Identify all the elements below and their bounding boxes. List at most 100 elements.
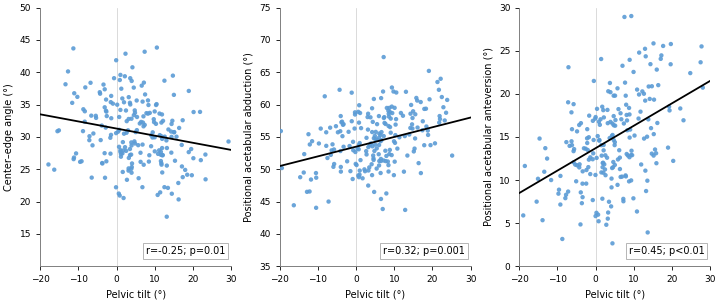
Point	[354, 172, 365, 177]
Point	[408, 109, 419, 114]
Point	[384, 105, 395, 110]
Point	[372, 138, 383, 143]
Point	[68, 46, 79, 51]
Point	[407, 116, 418, 120]
Point	[332, 130, 343, 135]
Point	[361, 135, 372, 140]
Point	[574, 162, 585, 167]
Point	[122, 128, 134, 133]
Point	[351, 163, 362, 168]
Point	[156, 146, 168, 150]
Point	[156, 134, 167, 139]
Point	[590, 210, 602, 215]
Point	[62, 69, 73, 74]
Point	[121, 177, 132, 182]
Point	[607, 241, 618, 246]
Point	[374, 131, 385, 136]
Point	[125, 140, 137, 145]
Point	[42, 162, 54, 167]
Point	[595, 117, 606, 122]
Point	[195, 158, 207, 163]
Point	[129, 139, 140, 144]
Point	[99, 151, 110, 156]
Point	[575, 190, 587, 195]
Point	[433, 87, 445, 92]
Point	[373, 135, 384, 140]
Point	[634, 50, 645, 55]
Point	[597, 196, 608, 201]
Point	[301, 189, 312, 194]
Point	[120, 145, 131, 150]
Point	[375, 139, 387, 144]
Point	[156, 120, 167, 125]
Point	[664, 108, 675, 113]
Point	[640, 54, 652, 59]
Point	[131, 115, 143, 119]
Point	[593, 219, 604, 224]
Point	[154, 190, 166, 195]
Point	[597, 165, 608, 170]
Point	[383, 169, 395, 174]
Point	[163, 127, 174, 132]
Point	[155, 149, 166, 154]
Point	[177, 118, 189, 123]
Point	[119, 74, 130, 79]
Point	[345, 169, 356, 174]
Point	[534, 136, 545, 141]
Point	[628, 70, 639, 74]
Point	[335, 114, 346, 119]
Point	[531, 199, 542, 204]
Point	[568, 160, 580, 165]
Point	[132, 143, 144, 148]
Point	[593, 137, 605, 142]
Point	[588, 78, 600, 83]
Point	[78, 107, 89, 112]
Point	[624, 112, 635, 117]
Point	[600, 153, 611, 158]
Text: r=0.45; p<0.01: r=0.45; p<0.01	[629, 246, 704, 256]
Point	[604, 136, 616, 140]
Point	[642, 230, 654, 235]
Point	[633, 116, 644, 121]
Point	[644, 62, 656, 67]
Point	[609, 123, 621, 128]
Point	[618, 121, 629, 126]
Point	[379, 120, 390, 125]
Point	[613, 148, 625, 153]
Point	[609, 163, 621, 168]
Point	[315, 126, 326, 131]
Point	[581, 136, 593, 141]
Point	[156, 112, 168, 117]
Point	[577, 181, 588, 186]
Point	[655, 57, 667, 61]
Point	[367, 153, 379, 158]
Y-axis label: Positional acetabular anteversion (°): Positional acetabular anteversion (°)	[483, 47, 493, 226]
Point	[114, 193, 125, 198]
Point	[101, 114, 112, 119]
Point	[145, 133, 157, 138]
Point	[373, 114, 384, 119]
Point	[361, 152, 372, 157]
Point	[362, 115, 374, 119]
Point	[354, 111, 366, 116]
Point	[125, 152, 137, 157]
Point	[348, 148, 359, 153]
Point	[598, 108, 609, 112]
Point	[390, 117, 402, 122]
Point	[441, 98, 453, 102]
Point	[608, 138, 619, 143]
Point	[140, 111, 152, 116]
Point	[114, 148, 126, 153]
Point	[359, 167, 370, 172]
Point	[149, 109, 161, 114]
Point	[575, 222, 586, 227]
Point	[615, 174, 626, 179]
Point	[626, 178, 637, 183]
Point	[129, 141, 140, 146]
Point	[608, 123, 620, 128]
Point	[313, 141, 325, 146]
Point	[143, 159, 155, 164]
Point	[137, 185, 148, 190]
Point	[434, 114, 446, 119]
Point	[570, 162, 581, 167]
